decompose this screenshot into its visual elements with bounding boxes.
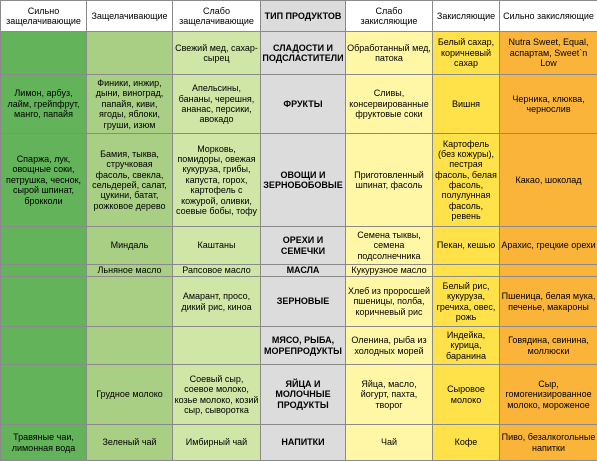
cell-alkaline (87, 32, 173, 75)
cell-product-type: НАПИТКИ (261, 425, 346, 461)
cell-acidifying: Вишня (433, 75, 500, 134)
table-row: Амарант, просо, дикий рис, киноа ЗЕРНОВЫ… (1, 277, 597, 327)
cell-acidifying: Сыровое молоко (433, 365, 500, 425)
cell-weakly-alkaline: Соевый сыр, соевое молоко, козье молоко,… (173, 365, 261, 425)
header-row: Сильно защелачивающие Защелачивающие Сла… (1, 1, 597, 32)
cell-strongly-acidifying: Черника, клюква, чернослив (500, 75, 597, 134)
cell-product-type: СЛАДОСТИ И ПОДСЛАСТИТЕЛИ (261, 32, 346, 75)
cell-weakly-alkaline: Каштаны (173, 227, 261, 265)
cell-alkaline: Миндаль (87, 227, 173, 265)
cell-weakly-acidifying: Приготовленный шпинат, фасоль (346, 134, 433, 227)
cell-weakly-acidifying: Оленина, рыба из холодных морей (346, 327, 433, 365)
cell-alkaline: Финики, инжир, дыни, виноград, папайя, к… (87, 75, 173, 134)
cell-strongly-alkaline: Травяные чаи, лимонная вода (1, 425, 87, 461)
header-product-type: ТИП ПРОДУКТОВ (261, 1, 346, 32)
cell-strongly-acidifying: Сыр, гомогенизированное молоко, морожено… (500, 365, 597, 425)
cell-product-type: ФРУКТЫ (261, 75, 346, 134)
cell-weakly-acidifying: Кукурузное масло (346, 265, 433, 277)
cell-weakly-acidifying: Обработанный мед, патока (346, 32, 433, 75)
cell-strongly-acidifying: Говядина, свинина, моллюски (500, 327, 597, 365)
cell-weakly-alkaline: Имбирный чай (173, 425, 261, 461)
cell-weakly-alkaline (173, 327, 261, 365)
cell-strongly-alkaline (1, 277, 87, 327)
cell-strongly-alkaline (1, 265, 87, 277)
cell-alkaline: Льняное масло (87, 265, 173, 277)
cell-weakly-alkaline: Апельсины, бананы, черешня, ананас, перс… (173, 75, 261, 134)
cell-product-type: МЯСО, РЫБА, МОРЕПРОДУКТЫ (261, 327, 346, 365)
table-row: МЯСО, РЫБА, МОРЕПРОДУКТЫ Оленина, рыба и… (1, 327, 597, 365)
cell-alkaline: Зеленый чай (87, 425, 173, 461)
cell-alkaline (87, 327, 173, 365)
header-weakly-acidifying: Слабо закисляющие (346, 1, 433, 32)
cell-weakly-acidifying: Сливы, консервированные фруктовые соки (346, 75, 433, 134)
cell-product-type: ОРЕХИ И СЕМЕЧКИ (261, 227, 346, 265)
header-strongly-alkaline: Сильно защелачивающие (1, 1, 87, 32)
cell-strongly-alkaline (1, 32, 87, 75)
table-row: Спаржа, лук, овощные соки, петрушка, чес… (1, 134, 597, 227)
cell-strongly-acidifying: Какао, шоколад (500, 134, 597, 227)
cell-strongly-acidifying: Nutra Sweet, Equal, аспартам, Sweet`n Lo… (500, 32, 597, 75)
cell-product-type: МАСЛА (261, 265, 346, 277)
table-row: Лимон, арбуз, лайм, грейпфрут, манго, па… (1, 75, 597, 134)
cell-acidifying: Кофе (433, 425, 500, 461)
cell-acidifying: Индейка, курица, баранина (433, 327, 500, 365)
cell-weakly-acidifying: Чай (346, 425, 433, 461)
cell-strongly-alkaline (1, 227, 87, 265)
table-row: Льняное масло Рапсовое масло МАСЛА Кукур… (1, 265, 597, 277)
header-strongly-acidifying: Сильно закисляющие (500, 1, 597, 32)
cell-acidifying (433, 265, 500, 277)
cell-strongly-acidifying (500, 265, 597, 277)
cell-weakly-alkaline: Амарант, просо, дикий рис, киноа (173, 277, 261, 327)
cell-weakly-alkaline: Рапсовое масло (173, 265, 261, 277)
header-alkaline: Защелачивающие (87, 1, 173, 32)
cell-weakly-alkaline: Морковь, помидоры, овежая кукуруза, гриб… (173, 134, 261, 227)
table-row: Травяные чаи, лимонная вода Зеленый чай … (1, 425, 597, 461)
cell-weakly-acidifying: Семена тыквы, семена подсолнечника (346, 227, 433, 265)
cell-acidifying: Белый сахар, коричневый сахар (433, 32, 500, 75)
cell-alkaline (87, 277, 173, 327)
cell-product-type: ЯЙЦА И МОЛОЧНЫЕ ПРОДУКТЫ (261, 365, 346, 425)
cell-weakly-acidifying: Яйца, масло, йогурт, пахта, творог (346, 365, 433, 425)
cell-alkaline: Грудное молоко (87, 365, 173, 425)
cell-strongly-alkaline (1, 327, 87, 365)
cell-acidifying: Белый рис, кукуруза, гречиха, овес, рожь (433, 277, 500, 327)
header-acidifying: Закисляющие (433, 1, 500, 32)
cell-strongly-alkaline: Спаржа, лук, овощные соки, петрушка, чес… (1, 134, 87, 227)
cell-weakly-acidifying: Хлеб из проросшей пшеницы, полба, коричн… (346, 277, 433, 327)
cell-strongly-alkaline: Лимон, арбуз, лайм, грейпфрут, манго, па… (1, 75, 87, 134)
cell-product-type: ЗЕРНОВЫЕ (261, 277, 346, 327)
cell-strongly-acidifying: Пиво, безалкогольные напитки (500, 425, 597, 461)
table-row: Миндаль Каштаны ОРЕХИ И СЕМЕЧКИ Семена т… (1, 227, 597, 265)
cell-strongly-alkaline (1, 365, 87, 425)
cell-weakly-alkaline: Свежий мед, сахар-сырец (173, 32, 261, 75)
cell-acidifying: Пекан, кешью (433, 227, 500, 265)
cell-strongly-acidifying: Арахис, грецкие орехи (500, 227, 597, 265)
header-weakly-alkaline: Слабо защелачивающие (173, 1, 261, 32)
cell-strongly-acidifying: Пшеница, белая мука, печенье, макароны (500, 277, 597, 327)
cell-alkaline: Бамия, тыква, стручковая фасоль, свекла,… (87, 134, 173, 227)
table-row: Свежий мед, сахар-сырец СЛАДОСТИ И ПОДСЛ… (1, 32, 597, 75)
cell-acidifying: Картофель (без кожуры), пестрая фасоль, … (433, 134, 500, 227)
table-row: Грудное молоко Соевый сыр, соевое молоко… (1, 365, 597, 425)
cell-product-type: ОВОЩИ И ЗЕРНОБОБОВЫЕ (261, 134, 346, 227)
